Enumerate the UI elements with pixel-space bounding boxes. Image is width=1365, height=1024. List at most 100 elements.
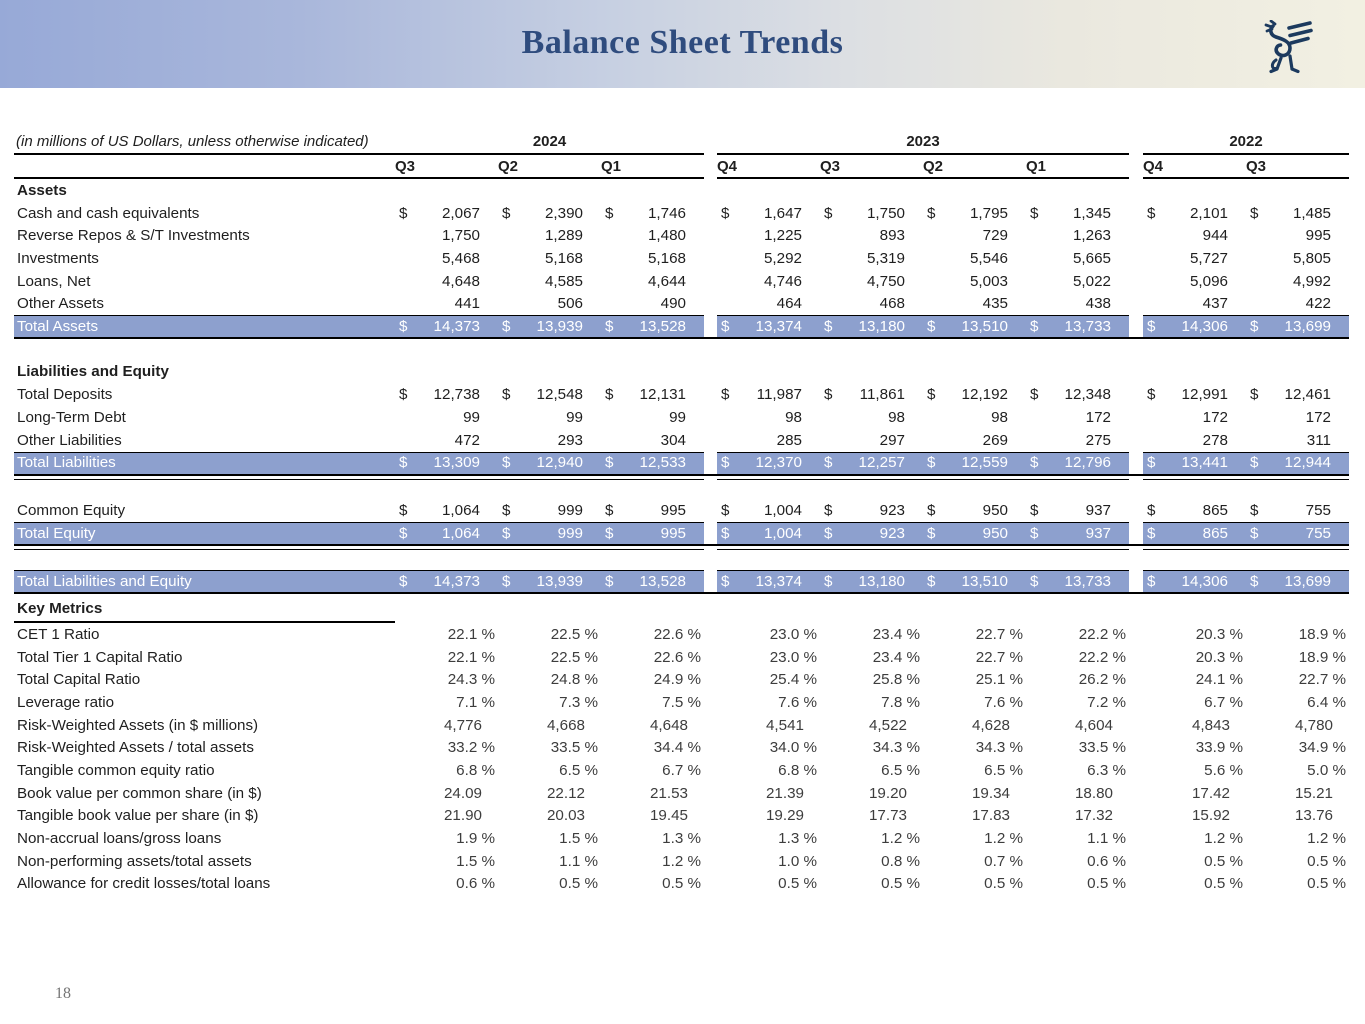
value-cell: 1.3 % — [717, 827, 820, 850]
value-cell: $12,548 — [498, 383, 601, 406]
row-label: Allowance for credit losses/total loans — [17, 875, 271, 893]
cell-value: 1.3 % — [662, 830, 701, 848]
value-cell: 15.92 — [1143, 805, 1246, 828]
cell-value: 24.3 % — [447, 671, 495, 689]
cell-value: 1,480 — [647, 227, 686, 245]
value-cell: 4,780 — [1246, 714, 1349, 737]
value-cell: $13,528 — [601, 315, 704, 340]
value-cell: 22.7 % — [923, 623, 1026, 646]
value-cell: 0.8 % — [820, 850, 923, 873]
rule-segment — [717, 546, 1129, 551]
value-cell: 19.34 — [923, 782, 1026, 805]
value-cell: 7.5 % — [601, 691, 704, 714]
value-cell: 490 — [601, 293, 704, 316]
dollar-sign: $ — [721, 502, 730, 520]
value-cell: 6.4 % — [1246, 691, 1349, 714]
value-cell: $12,940 — [498, 451, 601, 476]
value-cell: 6.8 % — [717, 759, 820, 782]
group-gap — [1129, 293, 1143, 316]
cell-value: 22.7 % — [975, 648, 1023, 666]
cell-value: 4,644 — [647, 272, 686, 290]
row-label: Non-accrual loans/gross loans — [17, 830, 222, 848]
cell-value: 4,776 — [443, 716, 482, 734]
dollar-sign: $ — [1147, 204, 1156, 222]
cell-value: 21.53 — [649, 784, 688, 802]
cell-value: 18.80 — [1074, 784, 1113, 802]
table-row: Cash and cash equivalents $2,067 $2,390 $1,… — [14, 202, 1349, 225]
cell-value: 17.32 — [1074, 807, 1113, 825]
value-cell: 7.6 % — [923, 691, 1026, 714]
cell-value: 1,750 — [866, 204, 905, 222]
value-cell: $12,559 — [923, 451, 1026, 476]
value-cell: 5,168 — [601, 247, 704, 270]
cell-value: 464 — [776, 295, 802, 313]
group-gap — [704, 873, 717, 896]
value-cell: $14,373 — [395, 315, 498, 340]
value-cell: 24.09 — [395, 782, 498, 805]
value-cell: $755 — [1246, 522, 1349, 547]
cell-value: 1,004 — [763, 525, 802, 543]
value-cell: $2,101 — [1143, 202, 1246, 225]
value-cell: $12,370 — [717, 451, 820, 476]
value-cell: $13,528 — [601, 570, 704, 595]
value-cell: 1.2 % — [601, 850, 704, 873]
value-cell: 4,585 — [498, 270, 601, 293]
value-cell: 4,628 — [923, 714, 1026, 737]
group-gap — [1129, 691, 1143, 714]
griffin-logo — [1264, 20, 1313, 74]
group-gap — [704, 669, 717, 692]
table-row: Total Tier 1 Capital Ratio 22.1 % 22.5 % 22… — [14, 646, 1349, 669]
cell-value: 12,192 — [961, 386, 1008, 404]
value-cell: $865 — [1143, 522, 1246, 547]
rule-segment — [1143, 476, 1349, 480]
value-cell: 293 — [498, 429, 601, 452]
dollar-sign: $ — [502, 525, 511, 543]
cell-value: 11,987 — [756, 386, 802, 404]
table-row: Total Deposits $12,738 $12,548 $12,131 $11,9… — [14, 383, 1349, 406]
value-cell: 472 — [395, 429, 498, 452]
cell-value: 13.76 — [1294, 807, 1333, 825]
value-cell: 5.6 % — [1143, 759, 1246, 782]
value-cell: 19.29 — [717, 805, 820, 828]
cell-value: 15.92 — [1191, 807, 1230, 825]
value-cell: 438 — [1026, 293, 1129, 316]
value-cell: $923 — [820, 522, 923, 547]
total-double-rule — [14, 546, 1349, 551]
cell-value: 14,306 — [1181, 318, 1228, 336]
cell-value: 5,096 — [1189, 272, 1228, 290]
cell-value: 437 — [1202, 295, 1228, 313]
group-gap — [1129, 623, 1143, 646]
cell-value: 1,345 — [1072, 204, 1111, 222]
table-row: Assets — [14, 179, 1349, 202]
cell-value: 2,101 — [1189, 204, 1228, 222]
row-label: Risk-Weighted Assets / total assets — [17, 739, 254, 757]
cell-value: 12,533 — [639, 454, 686, 472]
table-row: Tangible book value per share (in $) 21.9… — [14, 805, 1349, 828]
cell-value: 13,699 — [1284, 318, 1331, 336]
cell-value: 1.2 % — [1204, 830, 1243, 848]
cell-value: 6.5 % — [559, 762, 598, 780]
value-cell: 6.7 % — [1143, 691, 1246, 714]
cell-value: 33.9 % — [1195, 739, 1243, 757]
value-cell: 506 — [498, 293, 601, 316]
value-cell: $1,746 — [601, 202, 704, 225]
value-cell: 0.5 % — [923, 873, 1026, 896]
section-label: Assets — [17, 181, 67, 199]
dollar-sign: $ — [927, 318, 936, 336]
year-label: 2022 — [1143, 130, 1349, 155]
value-cell: $950 — [923, 522, 1026, 547]
dollar-sign: $ — [605, 525, 614, 543]
value-cell: $14,306 — [1143, 315, 1246, 340]
value-cell: 7.3 % — [498, 691, 601, 714]
cell-value: 12,991 — [1181, 386, 1228, 404]
value-cell: 98 — [717, 406, 820, 429]
cell-value: 1.3 % — [778, 830, 817, 848]
quarter-label: Q3 — [820, 155, 923, 179]
value-cell: 0.6 % — [395, 873, 498, 896]
cell-value: 1.5 % — [456, 852, 495, 870]
cell-value: 20.3 % — [1195, 648, 1243, 666]
cell-value: 22.1 % — [447, 625, 495, 643]
cell-value: 865 — [1202, 502, 1228, 520]
cell-value: 13,374 — [755, 318, 802, 336]
group-gap — [1129, 406, 1143, 429]
